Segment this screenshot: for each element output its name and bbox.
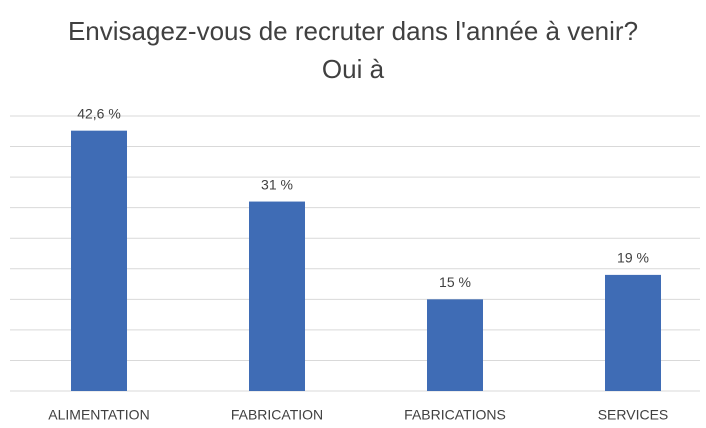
x-tick-label: ALIMENTATION <box>48 407 149 423</box>
bar <box>605 274 661 391</box>
bar <box>71 130 127 391</box>
data-label: 19 % <box>617 250 649 266</box>
data-label: 15 % <box>439 274 471 290</box>
x-tick-label: FABRICATION <box>231 407 323 423</box>
bar <box>427 299 483 391</box>
x-tick-label: FABRICATIONS <box>404 407 506 423</box>
chart-title: Envisagez-vous de recruter dans l'année … <box>67 16 639 84</box>
data-label: 31 % <box>261 176 293 192</box>
data-label: 42,6 % <box>77 105 121 121</box>
bar <box>249 201 305 391</box>
x-tick-label: SERVICES <box>598 407 669 423</box>
